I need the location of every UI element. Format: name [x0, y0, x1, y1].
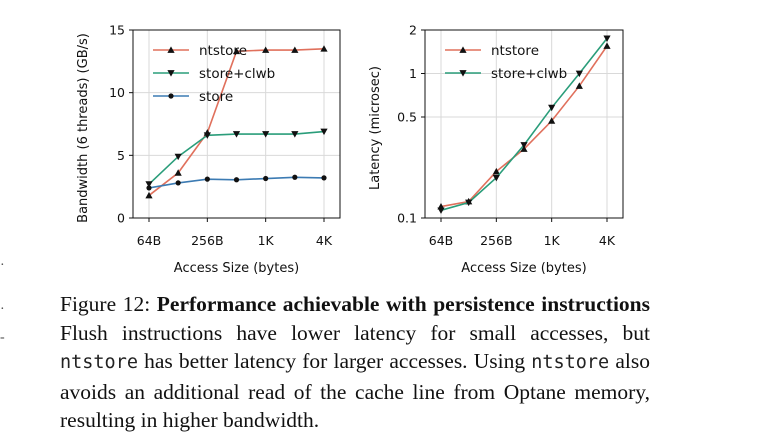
caption-text-2: has better latency for larger accesses. …	[137, 349, 532, 373]
y-tick-label: 10	[109, 85, 125, 100]
data-point	[262, 46, 270, 53]
data-point	[321, 175, 327, 181]
caption-code-2: ntstore	[531, 352, 610, 373]
y-tick-label: 5	[117, 148, 125, 163]
series-ntstore	[145, 45, 328, 199]
data-point	[174, 169, 182, 176]
data-point	[548, 104, 556, 112]
data-point	[232, 131, 241, 138]
caption-text-3: also avoids an additional read of the ca…	[60, 349, 650, 432]
charts-canvas: 64B 256B 1K 4K 0 5 10 15 Access Size (bytes) Band…	[76, 23, 624, 276]
series-line	[440, 37, 608, 212]
figure-caption: Figure 12: Performance achievable with p…	[60, 290, 650, 435]
legend-marker	[459, 46, 467, 53]
legend: ntstore store+clwb store	[153, 43, 275, 105]
data-point	[492, 167, 500, 175]
y-axis-label: Bandwidth (6 threads) (GB/s)	[76, 33, 91, 223]
data-point	[263, 175, 269, 182]
data-point	[233, 177, 240, 183]
data-point	[603, 35, 611, 42]
caption-bold-title: Performance achievable with persistence …	[156, 292, 650, 316]
x-tick-label: 256B	[480, 233, 512, 248]
data-point	[520, 142, 528, 149]
data-point	[175, 180, 181, 186]
data-point	[145, 191, 153, 199]
x-tick-label: 1K	[258, 233, 275, 248]
y-tick-label: 2	[409, 23, 417, 38]
y-tick-label: 0.5	[397, 109, 417, 124]
data-point	[292, 174, 298, 180]
data-point	[174, 153, 182, 161]
margin-mark: -	[0, 330, 5, 345]
plot-frame	[132, 29, 341, 219]
series-store	[146, 174, 327, 191]
data-point	[204, 176, 210, 182]
y-tick-label: 1	[409, 66, 417, 81]
data-point	[520, 145, 528, 152]
series-line	[148, 130, 325, 185]
data-point	[291, 46, 299, 53]
y-tick-label: 0.1	[397, 211, 417, 226]
data-point	[262, 131, 270, 138]
data-point	[575, 82, 583, 89]
x-tick-label: 1K	[544, 233, 561, 248]
legend: ntstore store+clwb	[445, 43, 567, 82]
legend-marker	[459, 70, 467, 77]
series-store-clwb	[437, 35, 611, 214]
margin-mark: ·	[0, 302, 5, 317]
chart-1: 64B 256B 1K 4K 0 5 10 15 Access Size (bytes) Band…	[76, 23, 341, 276]
caption-text-1: Flush instructions have lower latency fo…	[60, 320, 650, 345]
series-store-clwb	[145, 128, 328, 188]
legend-label: store+clwb	[491, 66, 567, 82]
data-point	[548, 117, 556, 124]
data-point	[203, 132, 211, 139]
legend-label: store	[199, 89, 233, 105]
x-tick-label: 64B	[137, 233, 161, 248]
legend-label: ntstore	[491, 43, 539, 59]
legend-marker	[168, 93, 174, 99]
data-point	[291, 131, 299, 138]
data-point	[320, 128, 328, 136]
data-point	[146, 185, 152, 191]
legend-label: ntstore	[199, 43, 247, 59]
data-point	[437, 207, 445, 214]
caption-code-1: ntstore	[60, 352, 138, 373]
x-tick-label: 4K	[316, 233, 333, 248]
x-tick-label: 64B	[429, 233, 453, 248]
data-point	[145, 181, 153, 188]
data-point	[575, 70, 583, 78]
x-axis-label: Access Size (bytes)	[174, 261, 299, 276]
y-axis-label: Latency (microsec)	[368, 66, 383, 190]
data-point	[492, 174, 500, 182]
x-tick-label: 4K	[599, 233, 616, 248]
chart-2: 64B 256B 1K 4K 0.1 0.5 1 2 Access Size (bytes) La…	[368, 23, 624, 276]
legend-marker	[167, 70, 175, 77]
x-tick-label: 256B	[191, 233, 223, 248]
plot-frame	[424, 29, 624, 219]
legend-label: store+clwb	[199, 66, 275, 82]
data-point	[320, 45, 328, 52]
margin-mark: ·	[0, 258, 5, 273]
y-tick-label: 15	[109, 23, 125, 38]
data-point	[232, 47, 241, 55]
data-point	[603, 42, 611, 49]
x-axis-label: Access Size (bytes)	[461, 261, 586, 276]
data-point	[465, 199, 473, 207]
caption-prefix: Figure 12:	[60, 292, 157, 316]
y-tick-label: 0	[117, 211, 125, 226]
legend-marker	[167, 46, 175, 53]
